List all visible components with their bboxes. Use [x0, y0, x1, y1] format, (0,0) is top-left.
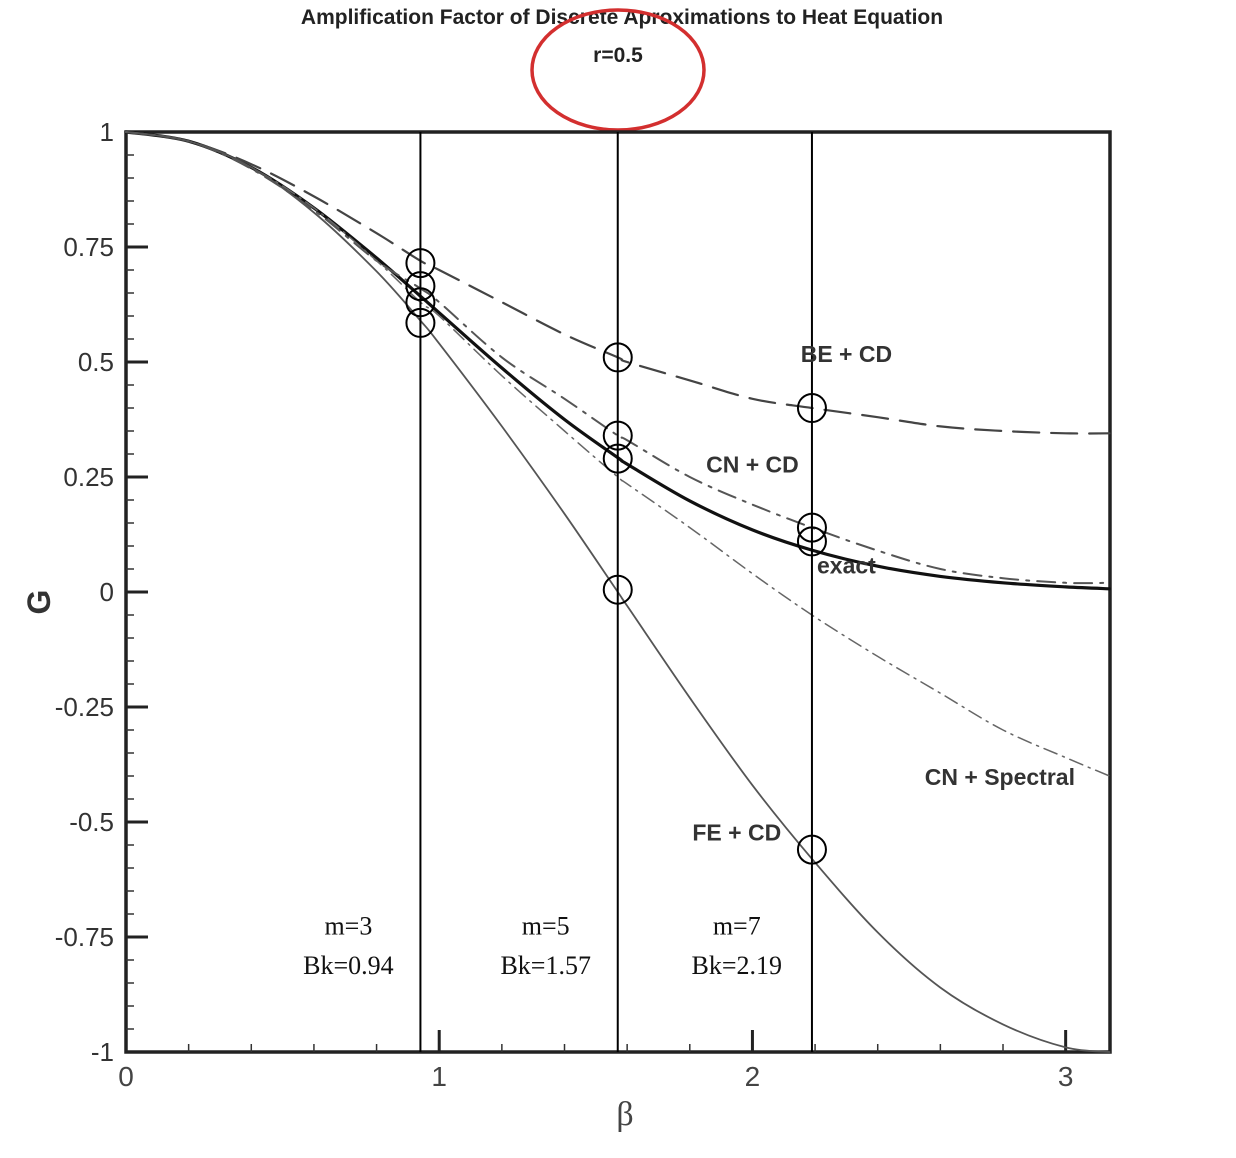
y-tick-label: 0.25: [63, 462, 114, 492]
series-line-cn-spectral: [125, 131, 1111, 777]
x-tick-label: 1: [431, 1061, 447, 1092]
circled-point: [405, 307, 436, 338]
x-tick-label: 0: [118, 1061, 134, 1092]
circled-point: [602, 420, 633, 451]
mode-label: m=3: [324, 912, 372, 941]
chart-title: Amplification Factor of Discrete Aproxim…: [301, 6, 943, 29]
circled-point: [602, 443, 633, 474]
x-axis-label: β: [616, 1096, 633, 1133]
curve-label: FE + CD: [692, 819, 781, 845]
x-tick-label: 2: [745, 1061, 761, 1092]
curve-label: CN + Spectral: [925, 764, 1075, 790]
circled-point: [796, 526, 827, 557]
circled-point: [405, 271, 436, 302]
y-tick-label: -1: [91, 1037, 114, 1067]
y-tick-label: 0: [100, 577, 114, 607]
bk-label: Bk=2.19: [692, 951, 783, 980]
circled-point: [602, 342, 633, 373]
y-tick-label: 1: [100, 117, 114, 147]
y-tick-label: -0.5: [69, 807, 114, 837]
curve-label: CN + CD: [706, 451, 799, 477]
bk-label: Bk=1.57: [500, 951, 591, 980]
curve-label: exact: [817, 553, 876, 579]
y-tick-label: 0.5: [78, 347, 114, 377]
bk-label: Bk=0.94: [303, 951, 394, 980]
curve-label: BE + CD: [801, 341, 892, 367]
circled-point: [602, 574, 633, 605]
circled-point: [796, 393, 827, 423]
circled-point: [405, 287, 436, 318]
circled-point: [796, 834, 827, 865]
subtitle-highlight-circle: [530, 8, 706, 132]
chart-subtitle: r=0.5: [593, 44, 643, 67]
y-axis-label: G: [21, 590, 57, 615]
y-tick-label: -0.75: [55, 922, 114, 952]
x-tick-label: 3: [1058, 1061, 1074, 1092]
mode-label: m=7: [713, 912, 761, 941]
y-tick-label: 0.75: [63, 232, 114, 262]
circled-point: [405, 248, 436, 279]
circled-point: [796, 512, 827, 543]
mode-label: m=5: [522, 912, 570, 941]
series-line-cn-cd: [125, 131, 1111, 585]
y-tick-label: -0.25: [55, 692, 114, 722]
